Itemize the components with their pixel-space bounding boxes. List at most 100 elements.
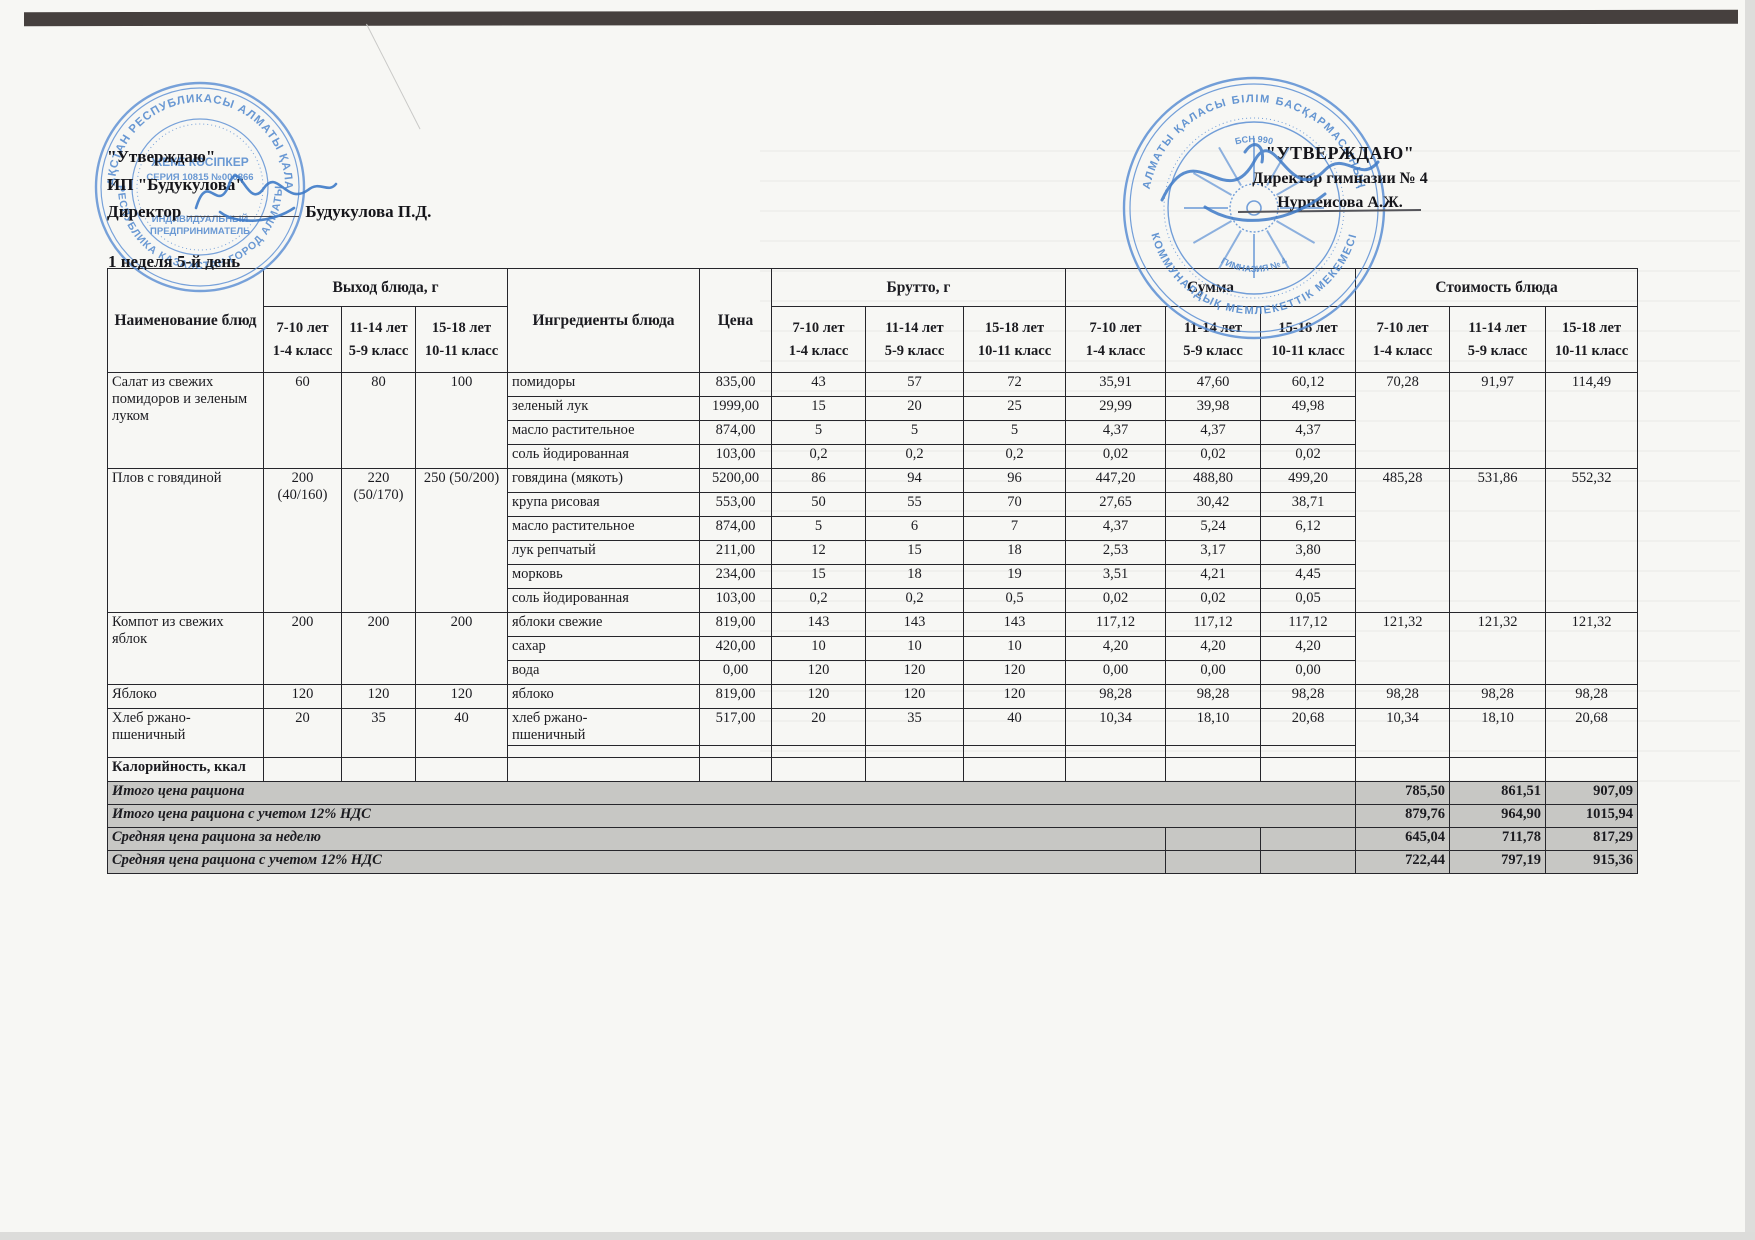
dish-ingredient-row: масло растительное 874,00 5 5 5 4,37 4,37 4,37 <box>108 420 1638 445</box>
empty-cell <box>699 745 772 758</box>
summa-value-cell: 499,20 <box>1259 468 1357 493</box>
director-label: Директор <box>107 202 182 222</box>
empty-cell <box>1165 850 1261 874</box>
brutto-value-cell: 15 <box>771 564 866 589</box>
col-header-ingredients: Ингредиенты блюда <box>507 268 700 373</box>
col-header-age-group: 11-14 лет 5-9 класс <box>1165 306 1261 373</box>
brutto-value-cell: 5 <box>963 420 1066 445</box>
price-value-cell: 553,00 <box>699 492 772 517</box>
brutto-value-cell: 96 <box>963 468 1066 493</box>
ingredient-name-cell: лук репчатый <box>507 540 700 565</box>
dish-cost-cell: 18,10 <box>1449 708 1547 758</box>
empty-cell <box>1259 745 1357 758</box>
empty-cell <box>699 757 772 782</box>
summa-value-cell: 18,10 <box>1165 708 1261 746</box>
brutto-value-cell: 120 <box>865 660 964 685</box>
ingredient-name-cell: хлеб ржано- пшеничный <box>507 708 700 746</box>
empty-cell <box>507 757 700 782</box>
brutto-value-cell: 120 <box>771 684 866 709</box>
col-header-summa-group: Сумма <box>1064 268 1357 307</box>
summary-value-cell: 861,51 <box>1449 781 1547 805</box>
empty-cell <box>1259 850 1357 874</box>
dish-name-cell: Салат из свежих помидоров и зеленым луко… <box>107 372 264 469</box>
summa-value-cell: 39,98 <box>1165 396 1261 421</box>
page-edge-bottom <box>0 1232 1755 1240</box>
price-value-cell: 874,00 <box>699 420 772 445</box>
summary-value-cell: 785,50 <box>1355 781 1451 805</box>
summa-value-cell: 0,02 <box>1165 588 1261 613</box>
dish-cost-cell: 98,28 <box>1449 684 1547 709</box>
summa-value-cell: 6,12 <box>1259 516 1357 541</box>
summary-label-cell: Итого цена рациона с учетом 12% НДС <box>106 804 1357 828</box>
summary-value-cell: 915,36 <box>1545 850 1639 874</box>
approval-block-left: "Утверждаю" ИП "Будукулова" Директор Буду… <box>107 143 431 226</box>
vyhod-value-cell: 100 <box>415 372 508 469</box>
summa-value-cell: 60,12 <box>1259 372 1357 397</box>
summary-label-cell: Средняя цена рациона за неделю <box>107 827 1166 851</box>
ingredient-name-cell: яблоко <box>507 684 700 709</box>
summa-value-cell: 4,20 <box>1259 636 1357 661</box>
dish-ingredient-row: Хлеб ржано- пшеничный 20 35 40 хлеб ржано- п… <box>107 708 1639 758</box>
page-edge-right <box>1745 0 1755 1240</box>
col-header-age-group: 15-18 лет 10-11 класс <box>415 306 508 373</box>
ingredient-name-cell: масло растительное <box>507 420 700 445</box>
summary-value-cell: 722,44 <box>1355 850 1451 874</box>
ingredient-name-cell: морковь <box>507 564 700 589</box>
brutto-value-cell: 5 <box>771 516 866 541</box>
dish-cost-cell: 91,97 <box>1449 372 1547 469</box>
empty-cell <box>1449 757 1547 782</box>
col-header-brutto-group: Брутто, г <box>771 268 1066 307</box>
dish-ingredient-row: крупа рисовая 553,00 50 55 70 27,65 30,42 38,71 <box>108 492 1638 517</box>
summa-value-cell: 4,37 <box>1165 420 1261 445</box>
vyhod-value-cell: 40 <box>415 708 508 758</box>
summa-value-cell: 0,00 <box>1259 660 1357 685</box>
summa-value-cell: 3,51 <box>1065 564 1166 589</box>
empty-cell <box>507 745 700 758</box>
col-header-cost-group: Стоимость блюда <box>1355 268 1639 307</box>
empty-cell <box>963 757 1066 782</box>
empty-cell <box>341 757 416 782</box>
calories-label-cell: Калорийность, ккал <box>107 757 264 782</box>
summa-value-cell: 0,00 <box>1165 660 1261 685</box>
dish-name-cell: Хлеб ржано- пшеничный <box>107 708 264 758</box>
summa-value-cell: 488,80 <box>1165 468 1261 493</box>
empty-spacer-row <box>108 745 1638 758</box>
price-value-cell: 103,00 <box>699 444 772 469</box>
col-header-age-group: 7-10 лет 1-4 класс <box>771 306 866 373</box>
brutto-value-cell: 55 <box>865 492 964 517</box>
dish-cost-cell: 531,86 <box>1449 468 1547 613</box>
summa-value-cell: 0,00 <box>1065 660 1166 685</box>
summary-value-cell: 645,04 <box>1355 827 1451 851</box>
ingredient-name-cell: масло растительное <box>507 516 700 541</box>
col-header-age-group: 7-10 лет 1-4 класс <box>263 306 342 373</box>
summa-value-cell: 29,99 <box>1065 396 1166 421</box>
dish-cost-cell: 552,32 <box>1545 468 1639 613</box>
dish-cost-cell: 98,28 <box>1355 684 1451 709</box>
empty-cell <box>1355 757 1451 782</box>
vyhod-value-cell: 200 <box>415 612 508 685</box>
dish-ingredient-row: лук репчатый 211,00 12 15 18 2,53 3,17 3,80 <box>108 540 1638 565</box>
brutto-value-cell: 120 <box>963 684 1066 709</box>
summa-value-cell: 0,02 <box>1165 444 1261 469</box>
summa-value-cell: 49,98 <box>1259 396 1357 421</box>
dish-ingredient-row: Плов с говядиной 200 (40/160) 220 (50/170)… <box>107 468 1639 613</box>
dish-name-cell: Компот из свежих яблок <box>107 612 264 685</box>
brutto-value-cell: 143 <box>963 612 1066 637</box>
price-value-cell: 819,00 <box>699 612 772 637</box>
vyhod-value-cell: 120 <box>341 684 416 709</box>
summary-label-cell: Итого цена рациона <box>106 781 1357 805</box>
summa-value-cell: 117,12 <box>1165 612 1261 637</box>
price-value-cell: 874,00 <box>699 516 772 541</box>
dish-ingredient-row: Салат из свежих помидоров и зеленым луко… <box>107 372 1639 469</box>
brutto-value-cell: 120 <box>865 684 964 709</box>
summary-row: Итого цена рациона 785,50 861,51 907,09 <box>106 781 1639 805</box>
summary-label-cell: Средняя цена рациона с учетом 12% НДС <box>107 850 1166 874</box>
brutto-value-cell: 0,2 <box>865 444 964 469</box>
price-value-cell: 211,00 <box>699 540 772 565</box>
empty-cell <box>1259 827 1357 851</box>
col-header-age-group: 15-18 лет 10-11 класс <box>1259 306 1357 373</box>
brutto-value-cell: 20 <box>865 396 964 421</box>
summa-value-cell: 98,28 <box>1065 684 1166 709</box>
dish-cost-cell: 10,34 <box>1355 708 1451 758</box>
brutto-value-cell: 143 <box>771 612 866 637</box>
